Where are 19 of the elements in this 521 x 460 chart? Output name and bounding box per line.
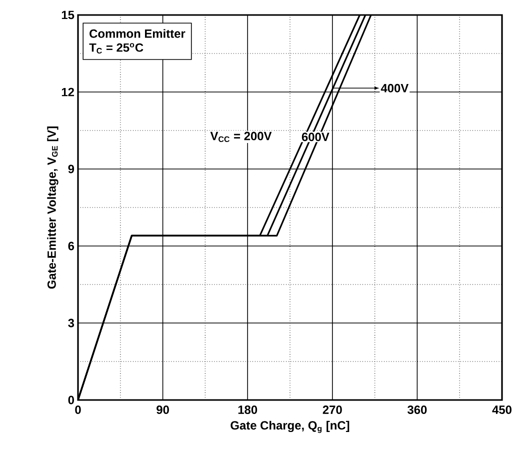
series-label: 600V xyxy=(302,132,330,142)
annotation: Common Emitter xyxy=(90,29,186,38)
text: V$_{CC}$ = 200V xyxy=(210,132,272,142)
y-axis-title: Gate-Emitter Voltage, V$_{GE}$ [V] xyxy=(47,126,58,289)
y-tick-label: 12 xyxy=(62,88,74,96)
y-tick-label: 3 xyxy=(68,318,74,328)
x-tick-label: 90 xyxy=(156,406,169,414)
x-axis-title: Gate Charge, Q$_{g}$ [nC] xyxy=(230,420,350,433)
x-tick-label: 0 xyxy=(75,406,81,414)
x-tick-label: 180 xyxy=(238,406,258,414)
y-tick-label: 15 xyxy=(62,10,74,20)
x-tick-label: 270 xyxy=(322,406,342,414)
y-tick-label: 0 xyxy=(68,396,74,404)
x-tick-label: 450 xyxy=(492,406,512,414)
y-tick-label: 9 xyxy=(68,164,74,174)
x-tick-label: 360 xyxy=(408,406,427,414)
legend-label: 400V xyxy=(380,84,409,92)
annotation: T$_{C}$ = 25$^{o}$C xyxy=(89,43,144,54)
y-tick-label: 6 xyxy=(68,242,74,250)
